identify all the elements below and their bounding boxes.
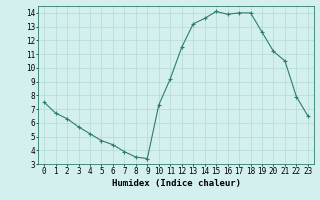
X-axis label: Humidex (Indice chaleur): Humidex (Indice chaleur) (111, 179, 241, 188)
